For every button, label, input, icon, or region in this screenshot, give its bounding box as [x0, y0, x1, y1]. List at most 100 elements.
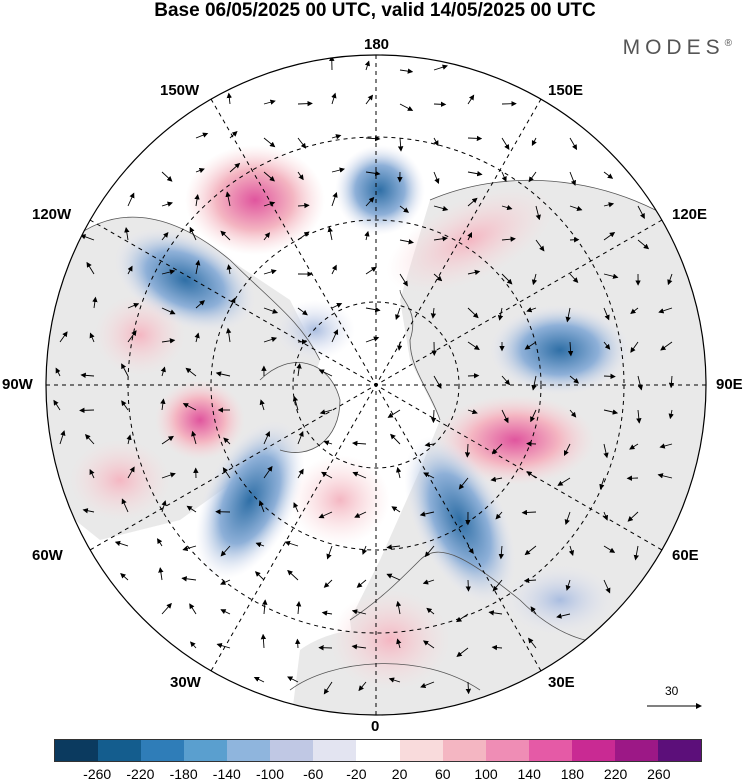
wind-arrow: [491, 443, 503, 455]
wind-arrow: [495, 511, 503, 520]
wind-arrow: [467, 269, 481, 276]
wind-arrow: [603, 202, 615, 208]
wind-arrow: [293, 502, 299, 513]
wind-arrow: [80, 372, 95, 379]
wind-arrow: [399, 239, 414, 245]
wind-arrow: [637, 375, 643, 391]
lon-label-0: 0: [371, 718, 380, 735]
colorbar-swatch: [55, 740, 99, 761]
positive-anomaly: [290, 455, 390, 545]
wind-arrow: [530, 409, 537, 423]
wind-arrow: [158, 567, 164, 581]
lon-label-60w: 60W: [32, 547, 63, 564]
wind-arrow: [127, 265, 133, 275]
wind-arrow: [297, 231, 310, 241]
wind-arrow: [229, 297, 236, 309]
wind-arrow: [297, 171, 304, 181]
wind-arrow: [216, 642, 231, 649]
wind-arrow: [323, 579, 333, 588]
wind-arrow: [287, 676, 299, 683]
wind-arrow: [565, 307, 571, 323]
wind-arrow: [263, 99, 276, 105]
wind-arrow: [161, 269, 176, 275]
wind-arrow: [191, 430, 197, 445]
wind-arrow: [326, 545, 333, 560]
wind-arrow: [569, 273, 579, 283]
wind-arrow: [262, 599, 268, 615]
colorbar-tick-label: 260: [647, 766, 671, 782]
wind-arrow: [260, 633, 267, 649]
wind-arrow: [351, 609, 367, 615]
wind-arrow: [396, 341, 403, 351]
colorbar-tick-label: -60: [303, 766, 324, 782]
wind-arrow: [526, 471, 537, 479]
wind-arrow: [362, 545, 368, 555]
wind-arrow: [82, 508, 95, 514]
colorbar-swatch: [485, 740, 529, 761]
wind-arrow: [254, 571, 265, 581]
wind-arrow: [89, 468, 95, 479]
wind-arrow: [603, 409, 619, 415]
wind-arrow: [630, 307, 639, 315]
wind-arrow: [568, 545, 575, 556]
wind-arrow: [565, 579, 571, 591]
wind-arrow: [352, 471, 367, 479]
wind-arrow: [161, 602, 172, 615]
wind-arrow: [263, 269, 277, 275]
wind-arrow: [323, 681, 333, 695]
wind-arrow: [121, 498, 129, 513]
wind-arrow: [599, 477, 605, 490]
wind-arrow: [226, 92, 232, 105]
positive-anomaly: [95, 295, 185, 375]
wind-arrow: [528, 171, 537, 183]
wind-arrow: [498, 545, 504, 560]
wind-arrow: [667, 273, 673, 286]
wind-arrow: [395, 600, 402, 615]
reference-arrow-icon: [647, 703, 702, 709]
wind-arrow: [433, 236, 448, 242]
wind-arrow: [86, 261, 95, 275]
wind-arrow: [497, 307, 504, 321]
wind-arrow: [464, 443, 471, 458]
lon-label-90e: 90E: [716, 376, 743, 393]
lon-label-150e: 150E: [548, 82, 584, 99]
wind-arrow: [194, 332, 200, 343]
negative-anomaly: [335, 145, 425, 235]
wind-arrow: [297, 468, 304, 479]
colorbar-swatch: [98, 740, 142, 761]
wind-arrow: [603, 545, 616, 553]
wind-arrow: [569, 237, 580, 243]
wind-arrow: [161, 435, 174, 445]
wind-arrow: [215, 371, 231, 377]
reference-vector-label: 30: [665, 684, 679, 698]
colorbar-swatch: [399, 740, 443, 761]
colorbar-tick-label: -220: [126, 766, 155, 782]
wind-arrow: [321, 471, 333, 479]
wind-arrow: [467, 135, 483, 142]
wind-arrow: [89, 332, 95, 343]
negative-anomaly: [404, 436, 516, 604]
wind-arrow: [351, 644, 367, 650]
wind-arrow: [195, 300, 205, 309]
wind-arrow: [627, 511, 639, 522]
wind-arrow: [331, 329, 339, 343]
colorbar-swatch: [657, 740, 701, 761]
wind-arrow: [501, 137, 510, 150]
wind-arrow: [569, 171, 576, 186]
wind-arrow: [391, 506, 401, 513]
wind-arrow: [323, 440, 333, 446]
negative-anomaly: [505, 565, 615, 635]
wind-arrow: [195, 259, 201, 275]
wind-arrow: [354, 511, 367, 518]
map-disc: [46, 55, 706, 715]
wind-arrow: [603, 231, 616, 241]
wind-arrow: [387, 409, 401, 418]
lon-label-60e: 60E: [672, 547, 699, 564]
wind-arrow: [120, 573, 129, 581]
wind-arrow: [297, 307, 308, 316]
wind-arrow: [297, 100, 313, 107]
wind-arrow: [492, 579, 503, 592]
wind-arrow: [189, 226, 197, 241]
wind-arrow: [287, 569, 299, 581]
